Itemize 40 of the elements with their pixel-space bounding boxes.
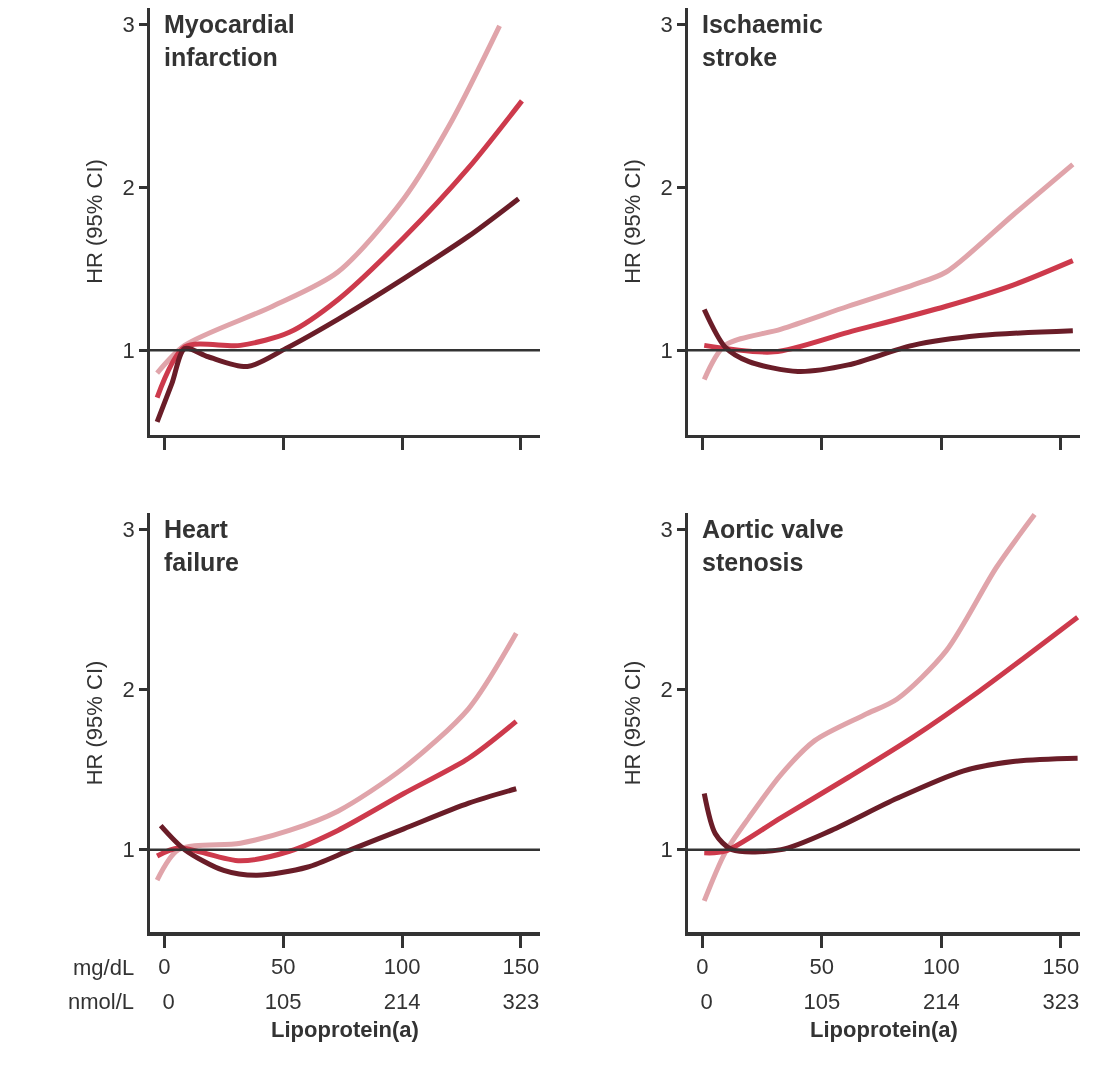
- y-axis-title: HR (95% CI): [620, 159, 646, 284]
- y-tick-label: 1: [122, 337, 135, 363]
- x-tick-label: 150: [1042, 954, 1080, 980]
- y-axis-title: HR (95% CI): [620, 660, 646, 786]
- y-tick-label: 3: [660, 516, 673, 542]
- x-tick-label: 100: [923, 954, 960, 980]
- x2-tick-label: 0: [700, 989, 713, 1015]
- y-tick-label: 3: [660, 12, 673, 37]
- x-axis-title: Lipoprotein(a): [271, 1017, 419, 1043]
- text: Myocardial infarction: [164, 10, 295, 71]
- x-tick-label: 100: [383, 954, 421, 980]
- x-tick-label: 50: [270, 954, 296, 980]
- x2-tick-label: 323: [1042, 989, 1080, 1015]
- y-tick-label: 2: [122, 677, 135, 703]
- y-axis-title: HR (95% CI): [82, 660, 108, 786]
- x2-tick-label: 323: [502, 989, 540, 1015]
- x-tick-label: 0: [158, 954, 171, 980]
- text: Ischaemic stroke: [702, 10, 824, 71]
- x2-tick-label: 214: [923, 989, 960, 1015]
- x-tick-label: 50: [809, 954, 835, 980]
- x2-tick-label: 214: [383, 989, 421, 1015]
- y-tick-label: 1: [660, 837, 673, 863]
- y-tick-label: 3: [122, 12, 135, 37]
- y-tick-label: 3: [122, 516, 135, 542]
- y-tick-label: 1: [122, 837, 135, 863]
- y-tick-label: 2: [122, 174, 135, 200]
- x-tick-label: 0: [696, 954, 709, 980]
- text: Heart failure: [164, 515, 240, 576]
- text: Aortic valve stenosis: [702, 515, 844, 576]
- text: nmol/L: [68, 989, 135, 1014]
- y-tick-label: 2: [660, 677, 673, 703]
- y-tick-label: 1: [660, 337, 673, 363]
- text: mg/dL: [73, 955, 135, 980]
- x2-tick-label: 0: [162, 989, 175, 1015]
- y-axis-title: HR (95% CI): [82, 159, 108, 284]
- y-tick-label: 2: [660, 174, 673, 200]
- x-axis-title: Lipoprotein(a): [810, 1017, 958, 1043]
- x-tick-label: 150: [502, 954, 540, 980]
- x2-tick-label: 105: [803, 989, 841, 1015]
- x2-tick-label: 105: [264, 989, 302, 1015]
